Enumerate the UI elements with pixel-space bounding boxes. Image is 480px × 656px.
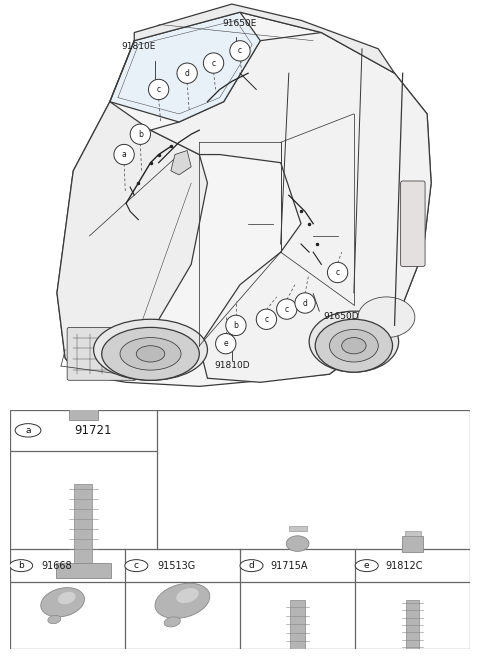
Ellipse shape [286,536,309,552]
Text: b: b [138,130,143,138]
Text: 91650E: 91650E [223,20,257,28]
Text: a: a [25,426,31,435]
Text: c: c [156,85,161,94]
Ellipse shape [136,346,165,362]
Ellipse shape [120,338,181,370]
Bar [74,484,92,564]
Circle shape [125,560,148,571]
Text: c: c [285,304,289,314]
Text: d: d [249,561,254,570]
Ellipse shape [358,297,415,338]
Bar [290,600,305,655]
Text: c: c [264,315,268,324]
Text: 91810E: 91810E [121,42,156,51]
Circle shape [216,333,236,354]
Text: c: c [238,47,242,55]
Circle shape [226,315,246,335]
Text: 91721: 91721 [74,424,112,437]
Circle shape [240,560,263,571]
Polygon shape [57,102,207,374]
Text: d: d [302,298,308,308]
Bar [288,527,307,531]
Bar [72,391,95,398]
Ellipse shape [309,311,398,372]
Polygon shape [151,33,431,382]
Text: 91650D: 91650D [324,312,359,321]
Ellipse shape [155,583,210,619]
Text: 91668: 91668 [42,561,72,571]
Polygon shape [134,4,395,73]
Text: d: d [185,69,190,77]
Ellipse shape [315,319,393,372]
Circle shape [230,41,250,61]
Circle shape [295,293,315,313]
Ellipse shape [342,338,366,354]
Text: e: e [224,339,228,348]
Polygon shape [57,12,431,386]
Polygon shape [110,12,260,122]
Ellipse shape [102,327,199,380]
Ellipse shape [41,588,84,617]
Circle shape [177,63,197,83]
Text: 91513G: 91513G [157,561,195,571]
Ellipse shape [94,319,207,380]
Circle shape [114,144,134,165]
Text: a: a [122,150,126,159]
FancyBboxPatch shape [401,181,425,266]
Circle shape [327,262,348,283]
Ellipse shape [176,588,199,603]
Bar [56,564,111,578]
Text: e: e [364,561,370,570]
Text: b: b [18,561,24,570]
Circle shape [355,560,378,571]
Text: 91812C: 91812C [385,561,423,571]
Text: 91810D: 91810D [214,361,250,370]
Bar [406,600,420,656]
Ellipse shape [274,649,322,656]
Circle shape [130,124,151,144]
Ellipse shape [48,615,61,624]
Circle shape [15,424,41,437]
Text: b: b [233,321,239,330]
Text: c: c [212,58,216,68]
Ellipse shape [329,329,378,362]
Circle shape [204,53,224,73]
Bar [69,398,98,420]
Circle shape [10,560,33,571]
Circle shape [148,79,169,100]
Bar [405,531,421,537]
Text: 91715A: 91715A [270,561,308,571]
Circle shape [276,299,297,319]
Ellipse shape [58,592,76,604]
Bar [402,537,423,552]
Polygon shape [171,150,191,175]
Text: c: c [336,268,340,277]
FancyBboxPatch shape [67,327,136,380]
Ellipse shape [164,617,180,627]
Text: c: c [134,561,139,570]
Circle shape [256,309,276,329]
